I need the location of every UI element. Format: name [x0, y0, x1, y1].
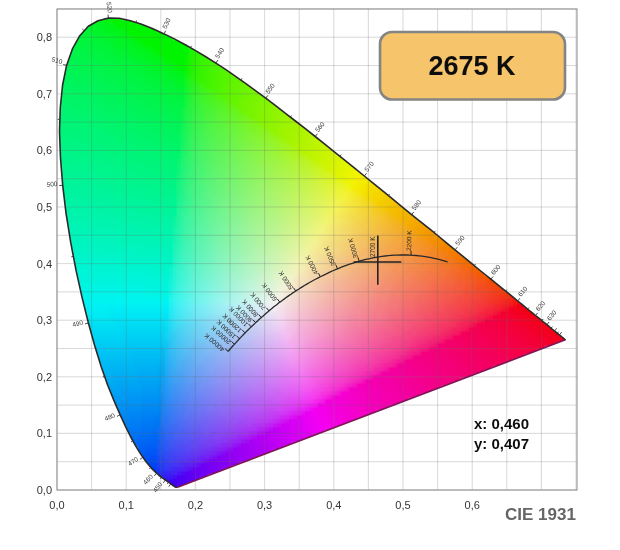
- svg-text:2700 K: 2700 K: [369, 236, 376, 257]
- svg-text:0,6: 0,6: [465, 499, 480, 511]
- svg-text:CIE 1931: CIE 1931: [505, 505, 576, 524]
- svg-text:0,2: 0,2: [188, 499, 203, 511]
- svg-text:520: 520: [106, 2, 114, 14]
- svg-text:0,5: 0,5: [395, 499, 410, 511]
- svg-text:0,2: 0,2: [37, 371, 52, 383]
- svg-text:0,3: 0,3: [37, 314, 52, 326]
- svg-text:570: 570: [363, 160, 376, 173]
- svg-text:620: 620: [534, 299, 547, 312]
- svg-text:0,6: 0,6: [37, 144, 52, 156]
- svg-text:0,4: 0,4: [326, 499, 341, 511]
- svg-text:480: 480: [103, 411, 116, 422]
- svg-text:530: 530: [161, 17, 172, 30]
- svg-text:0,3: 0,3: [257, 499, 272, 511]
- svg-text:0,1: 0,1: [37, 427, 52, 439]
- svg-text:0,0: 0,0: [37, 484, 52, 496]
- svg-text:0,4: 0,4: [37, 258, 52, 270]
- svg-text:0,0: 0,0: [49, 499, 64, 511]
- svg-text:550: 550: [264, 82, 276, 95]
- svg-text:470: 470: [126, 455, 139, 467]
- svg-text:2200 K: 2200 K: [405, 230, 412, 251]
- svg-text:580: 580: [410, 198, 422, 211]
- svg-text:x: 0,460: x: 0,460: [474, 415, 529, 432]
- svg-text:0,8: 0,8: [37, 31, 52, 43]
- svg-text:540: 540: [214, 46, 226, 59]
- svg-text:500: 500: [46, 180, 58, 188]
- svg-text:450: 450: [151, 480, 163, 493]
- svg-text:600: 600: [489, 263, 502, 276]
- svg-text:490: 490: [72, 318, 85, 328]
- svg-text:0,7: 0,7: [37, 88, 52, 100]
- svg-text:y: 0,407: y: 0,407: [474, 435, 529, 452]
- svg-text:0,5: 0,5: [37, 201, 52, 213]
- svg-text:510: 510: [51, 55, 64, 65]
- svg-text:460: 460: [142, 473, 155, 486]
- svg-text:610: 610: [516, 285, 529, 298]
- svg-text:0,1: 0,1: [119, 499, 134, 511]
- svg-text:630: 630: [545, 308, 558, 321]
- svg-text:2675 K: 2675 K: [428, 51, 516, 81]
